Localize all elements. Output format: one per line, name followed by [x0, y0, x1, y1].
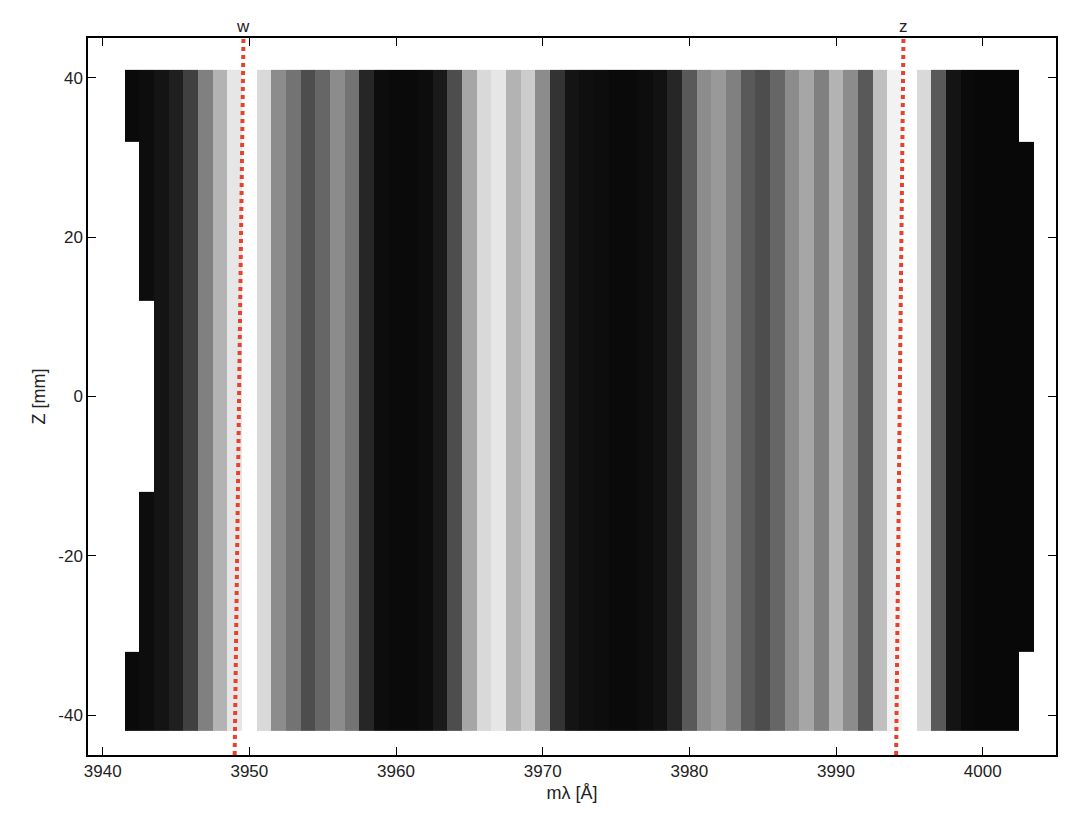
svg-text:40: 40: [64, 69, 83, 88]
svg-text:3990: 3990: [817, 762, 855, 781]
svg-text:20: 20: [64, 228, 83, 247]
svg-text:3940: 3940: [84, 762, 122, 781]
svg-text:Z [mm]: Z [mm]: [29, 369, 49, 425]
svg-text:3970: 3970: [524, 762, 562, 781]
svg-text:3960: 3960: [377, 762, 415, 781]
svg-text:-20: -20: [58, 547, 83, 566]
svg-text:0: 0: [73, 387, 82, 406]
svg-text:3950: 3950: [230, 762, 268, 781]
svg-text:-40: -40: [58, 706, 83, 725]
svg-text:4000: 4000: [964, 762, 1002, 781]
svg-text:3980: 3980: [670, 762, 708, 781]
svg-text:mλ [Å]: mλ [Å]: [546, 783, 597, 803]
svg-text:z: z: [899, 17, 908, 36]
svg-text:w: w: [236, 17, 250, 36]
